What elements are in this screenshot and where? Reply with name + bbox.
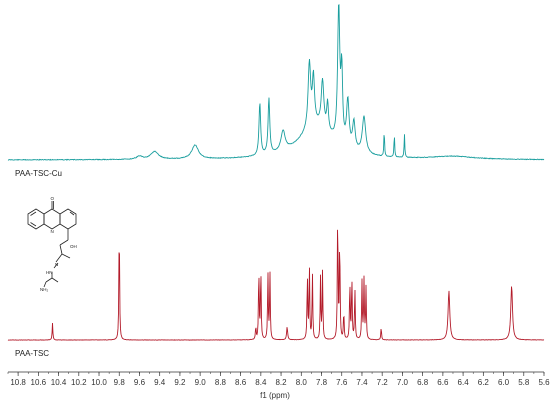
x-axis: 10.8 10.6 10.4 10.2 10.0 9.8 9.6 9.4 9.2 9.0 8.8 8.… [7,371,550,387]
x-tick-label: 6.8 [417,378,429,387]
bond [45,277,53,283]
atom-label-o: O [51,196,55,201]
bond [59,244,63,255]
x-tick-label: 8.4 [255,378,267,387]
x-tick-label: 6.2 [478,378,490,387]
x-tick-label: 7.0 [397,378,409,387]
series-label-paa-tsc-cu: PAA-TSC-Cu [15,169,62,178]
x-tick-label: 6.4 [458,378,470,387]
x-tick-label: 10.6 [31,378,47,387]
bond [69,211,75,216]
x-tick-label: 10.2 [71,378,87,387]
x-tick-label: 6.6 [437,378,449,387]
structure-atom-labels: O N OH N HN NH₂ [40,196,77,292]
bond [30,211,37,216]
bond [61,253,71,259]
x-tick-label: 7.4 [356,378,368,387]
bond [51,277,59,283]
x-axis-label: f1 (ppm) [260,391,290,400]
x-tick-label: 5.6 [538,378,550,387]
x-tick-label: 7.8 [316,378,328,387]
bond [43,281,47,288]
x-tick-label: 10.4 [51,378,67,387]
series-label-paa-tsc: PAA-TSC [15,349,49,358]
x-tick-label: 10.0 [91,378,107,387]
atom-label-nh2: NH₂ [40,287,48,292]
spectrum-line-paa-tsc-cu [7,4,545,161]
bond [30,222,37,227]
x-tick-label: 7.6 [336,378,348,387]
x-tick-label: 9.6 [134,378,146,387]
atom-label-n-imine: N [55,262,58,267]
atom-label-n: N [51,229,54,234]
x-tick-label: 8.6 [235,378,247,387]
x-tick-label: 9.0 [195,378,207,387]
x-tick-label: 7.2 [377,378,389,387]
x-tick-label: 8.2 [275,378,287,387]
chemical-structure [27,201,77,288]
benzene-ring-right [59,208,77,230]
x-tick-label: 9.8 [114,378,126,387]
bond [53,262,59,269]
x-tick-label: 10.8 [10,378,26,387]
x-tick-label: 5.8 [518,378,530,387]
x-tick-label: 8.0 [296,378,308,387]
pyridone-ring [43,208,61,230]
x-tick-label: 8.8 [215,378,227,387]
bond [59,239,69,246]
atom-label-oh: OH [70,244,77,249]
x-tick-label: 9.2 [174,378,186,387]
x-tick-label: 9.4 [154,378,166,387]
x-tick-label: 6.0 [498,378,510,387]
atom-label-hn: HN [46,270,53,275]
spectra-group [7,4,545,341]
bond [55,253,63,263]
spectrum-line-paa-tsc [7,229,545,341]
